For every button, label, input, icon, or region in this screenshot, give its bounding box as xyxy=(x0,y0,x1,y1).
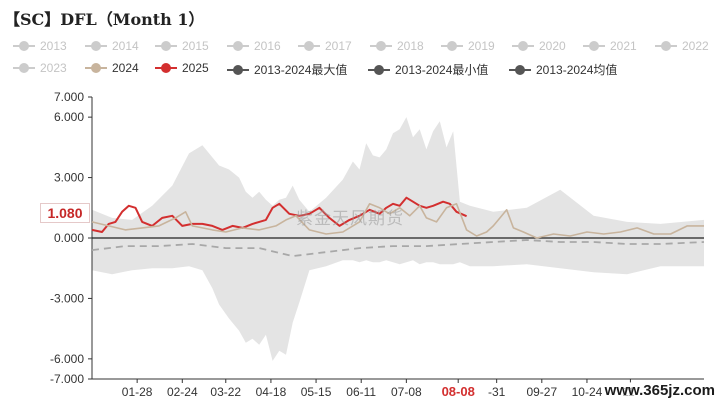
y-tick-label: 0.000 xyxy=(54,231,84,245)
legend-label: 2018 xyxy=(397,39,424,53)
series-line-2013-2024均值 xyxy=(91,239,705,257)
x-tick-label: 04-18 xyxy=(256,385,287,399)
legend-swatch-icon xyxy=(85,62,107,74)
x-tick-label: 06-11 xyxy=(346,385,376,399)
legend-swatch-icon xyxy=(441,40,463,52)
y-tick-label: 7.000 xyxy=(54,90,84,104)
chart-legend: 2013 2014 2015 2016 2017 2018 2019 2020 2021 2022… xyxy=(0,36,724,80)
y-tick-label: -7.000 xyxy=(50,372,84,386)
legend-item-2020[interactable]: 2020 xyxy=(512,39,566,53)
legend-item-2015[interactable]: 2015 xyxy=(155,39,209,53)
watermark-text: 紫金天风期货 xyxy=(296,209,404,228)
legend-swatch-icon xyxy=(370,40,392,52)
legend-label: 2013 xyxy=(40,39,67,53)
legend-item-2018[interactable]: 2018 xyxy=(370,39,424,53)
series-line-2025 xyxy=(91,196,467,233)
legend-label: 2025 xyxy=(182,61,209,75)
legend-item-2022[interactable]: 2022 xyxy=(655,39,709,53)
series-line-2024 xyxy=(91,203,704,239)
legend-item-2025[interactable]: 2025 xyxy=(155,61,209,75)
legend-swatch-icon xyxy=(155,40,177,52)
x-tick-label: 05-15 xyxy=(301,385,332,399)
legend-label: 2023 xyxy=(40,61,67,75)
legend-label: 2015 xyxy=(182,39,209,53)
legend-item-2024[interactable]: 2024 xyxy=(85,61,139,75)
legend-swatch-icon xyxy=(655,40,677,52)
legend-label: 2013-2024最大值 xyxy=(254,63,348,77)
x-tick-label: 01-28 xyxy=(122,385,153,399)
x-tick-label: 02-24 xyxy=(167,385,198,399)
legend-label: 2013-2024均值 xyxy=(536,63,618,77)
legend-item-2019[interactable]: 2019 xyxy=(441,39,495,53)
legend-item-2013-2024均值[interactable]: 2013-2024均值 xyxy=(509,61,617,78)
current-value-label: 1.080 xyxy=(40,203,90,223)
site-watermark: www.365jz.com xyxy=(601,382,718,399)
x-tick-label-highlight: 08-08 xyxy=(442,384,475,399)
legend-item-2013[interactable]: 2013 xyxy=(13,39,67,53)
y-tick-label: -6.000 xyxy=(50,352,84,366)
y-tick-label: 3.000 xyxy=(54,171,84,185)
legend-swatch-icon xyxy=(13,40,35,52)
legend-item-2016[interactable]: 2016 xyxy=(227,39,281,53)
legend-label: 2024 xyxy=(112,61,139,75)
legend-item-2013-2024最大值[interactable]: 2013-2024最大值 xyxy=(227,61,347,78)
legend-item-2013-2024最小值[interactable]: 2013-2024最小值 xyxy=(368,61,488,78)
y-tick-label: 6.000 xyxy=(54,110,84,124)
legend-swatch-icon xyxy=(155,62,177,74)
legend-item-2023[interactable]: 2023 xyxy=(13,61,67,75)
legend-label: 2019 xyxy=(468,39,495,53)
y-tick-label: -3.000 xyxy=(50,291,84,305)
legend-label: 2021 xyxy=(610,39,637,53)
legend-swatch-icon xyxy=(227,64,249,76)
legend-swatch-icon xyxy=(227,40,249,52)
legend-label: 2017 xyxy=(325,39,352,53)
legend-swatch-icon xyxy=(13,62,35,74)
legend-label: 2014 xyxy=(112,39,139,53)
legend-swatch-icon xyxy=(583,40,605,52)
x-tick-label: 07-08 xyxy=(391,385,422,399)
x-tick-label: -31 xyxy=(488,385,506,399)
legend-swatch-icon xyxy=(509,64,531,76)
legend-label: 2020 xyxy=(539,39,566,53)
legend-label: 2013-2024最小值 xyxy=(395,63,489,77)
legend-swatch-icon xyxy=(512,40,534,52)
legend-item-2017[interactable]: 2017 xyxy=(298,39,352,53)
x-tick-label: 09-27 xyxy=(526,385,557,399)
legend-label: 2022 xyxy=(682,39,709,53)
range-band-area xyxy=(92,117,704,361)
legend-swatch-icon xyxy=(368,64,390,76)
legend-label: 2016 xyxy=(254,39,281,53)
legend-swatch-icon xyxy=(298,40,320,52)
legend-item-2014[interactable]: 2014 xyxy=(85,39,139,53)
x-tick-label: 03-22 xyxy=(210,385,241,399)
chart-title: 【SC】DFL（Month 1） xyxy=(4,10,205,29)
legend-item-2021[interactable]: 2021 xyxy=(583,39,637,53)
x-tick-label: 10-24 xyxy=(572,385,603,399)
legend-swatch-icon xyxy=(85,40,107,52)
